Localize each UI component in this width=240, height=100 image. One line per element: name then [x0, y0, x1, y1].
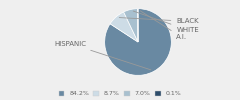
- Text: HISPANIC: HISPANIC: [54, 41, 151, 70]
- Wedge shape: [124, 9, 138, 42]
- Text: WHITE: WHITE: [133, 11, 199, 33]
- Wedge shape: [110, 12, 138, 42]
- Legend: 84.2%, 8.7%, 7.0%, 0.1%: 84.2%, 8.7%, 7.0%, 0.1%: [58, 90, 182, 97]
- Wedge shape: [105, 9, 171, 75]
- Text: A.I.: A.I.: [140, 11, 187, 40]
- Text: BLACK: BLACK: [119, 18, 199, 24]
